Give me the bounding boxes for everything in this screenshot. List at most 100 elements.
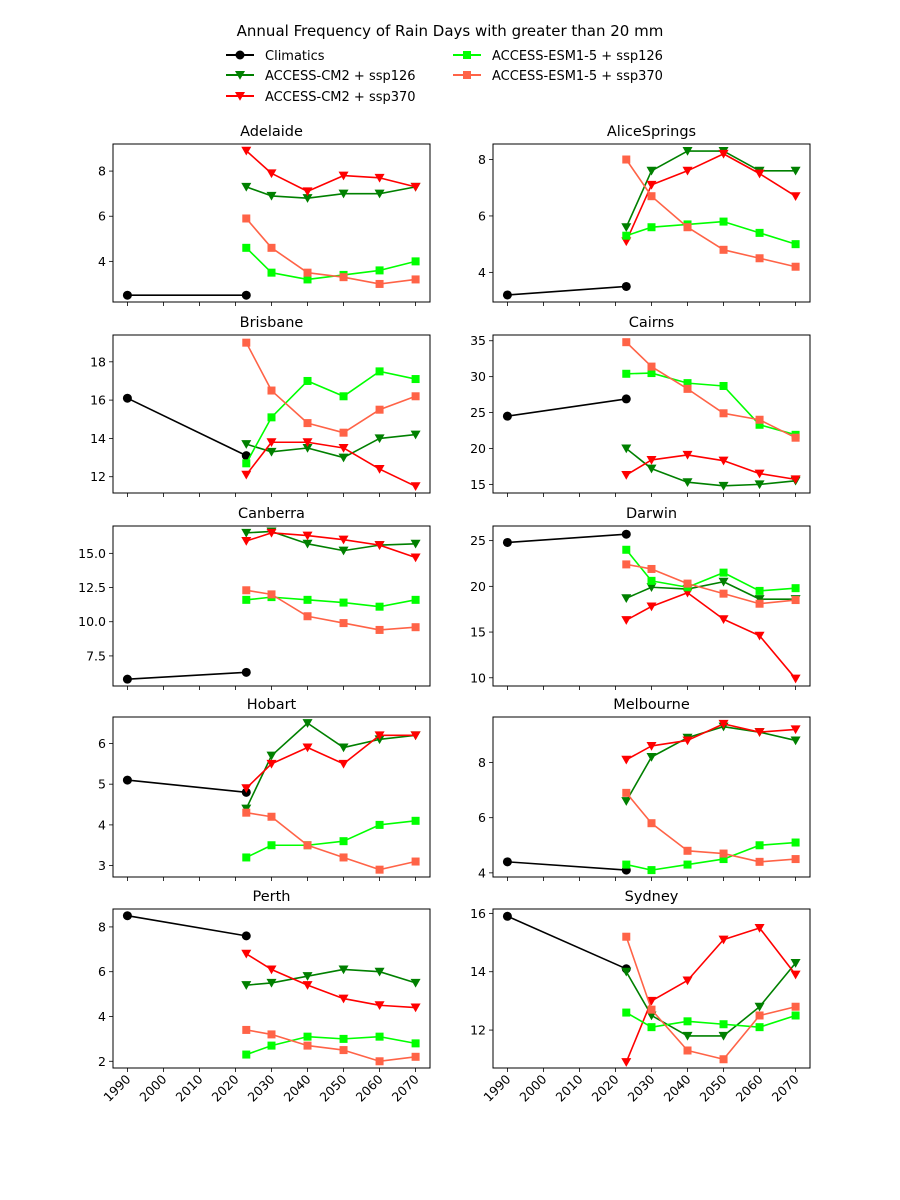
series-access-cm2-ssp126 <box>241 430 421 463</box>
data-point <box>375 279 384 288</box>
series-line <box>625 454 796 481</box>
series-line <box>625 591 797 680</box>
data-point <box>755 1011 764 1020</box>
data-point <box>122 674 132 684</box>
data-point <box>338 443 349 453</box>
legend-label: Climatics <box>265 49 325 64</box>
data-point <box>621 755 632 765</box>
series-line <box>127 397 247 457</box>
y-tick-label: 5 <box>98 777 106 792</box>
axes-frame <box>112 143 431 303</box>
series-access-cm2-ssp370 <box>621 149 801 247</box>
data-point <box>718 615 729 625</box>
data-point <box>683 384 692 393</box>
y-tick-label: 4 <box>478 265 486 280</box>
data-point <box>266 438 277 447</box>
data-point <box>242 595 251 604</box>
data-point <box>302 187 313 197</box>
data-point <box>267 812 276 821</box>
data-point <box>338 171 349 181</box>
series-line <box>626 372 796 436</box>
series-line <box>625 1011 796 1028</box>
data-point <box>755 1023 764 1032</box>
data-point <box>719 409 728 418</box>
axes-frame <box>492 525 811 687</box>
data-point <box>754 169 765 179</box>
panel-title: Melbourne <box>613 697 690 713</box>
data-point <box>621 281 631 291</box>
series-access-esm1-5-ssp370 <box>242 586 420 634</box>
data-point <box>375 865 384 874</box>
legend-label: ACCESS-ESM1-5 + ssp370 <box>492 69 663 84</box>
series-line <box>246 532 416 559</box>
data-point <box>621 471 632 480</box>
series-access-cm2-ssp370 <box>621 923 801 1067</box>
y-tick-label: 8 <box>98 164 106 179</box>
series-line <box>245 370 416 464</box>
series-access-cm2-ssp126 <box>621 958 801 1041</box>
data-point <box>790 736 801 746</box>
data-point <box>646 602 657 612</box>
data-point <box>682 1031 693 1041</box>
legend-entry-access-esm1-5-ssp126: ACCESS-ESM1-5 + ssp126 <box>453 49 663 64</box>
data-point <box>646 996 657 1006</box>
data-point <box>622 231 631 240</box>
data-point <box>375 625 384 634</box>
series-line <box>245 342 416 434</box>
series-access-cm2-ssp370 <box>621 588 801 684</box>
data-point <box>719 589 728 598</box>
data-point <box>266 978 277 988</box>
data-point <box>755 586 764 595</box>
data-point <box>683 1017 692 1026</box>
y-tick-label: 8 <box>478 755 486 770</box>
series-access-esm1-5-ssp370 <box>622 155 800 271</box>
data-point <box>754 923 765 933</box>
data-point <box>122 775 132 785</box>
series-access-esm1-5-ssp370 <box>622 338 800 442</box>
panel-brisbane: Brisbane 12 14 16 18 <box>90 315 431 497</box>
data-point <box>339 837 348 846</box>
axes-frame <box>492 334 811 494</box>
panel-adelaide: Adelaide 4 6 8 <box>98 124 431 306</box>
series-line <box>246 811 416 871</box>
data-point <box>411 1039 420 1048</box>
data-point <box>646 583 657 593</box>
data-point <box>682 976 693 986</box>
data-point <box>719 855 728 864</box>
panel-title: Cairns <box>629 315 675 331</box>
data-point <box>302 438 313 447</box>
data-point <box>267 1030 276 1039</box>
data-point <box>621 616 632 625</box>
data-point <box>755 415 764 424</box>
series-line <box>127 914 247 937</box>
data-point <box>719 849 728 858</box>
data-point <box>791 1002 800 1011</box>
y-tick-label: 6 <box>98 736 106 751</box>
series-line <box>625 580 796 600</box>
panel-title: Hobart <box>247 697 297 713</box>
y-tick-label: 25 <box>470 405 486 420</box>
y-tick-label: 2 <box>98 1054 106 1069</box>
series-access-esm1-5-ssp126 <box>622 838 800 875</box>
data-point <box>410 539 421 549</box>
y-tick-label: 10.0 <box>78 614 106 629</box>
y-tick-label: 15.0 <box>78 546 106 561</box>
data-point <box>339 428 348 437</box>
series-access-cm2-ssp126 <box>241 182 421 203</box>
data-point <box>375 367 384 376</box>
data-point <box>267 413 276 422</box>
data-point <box>755 254 764 263</box>
data-point <box>621 1058 632 1067</box>
data-point <box>267 590 276 599</box>
legend-marker-square <box>463 71 471 79</box>
legend-entry-access-cm2-ssp370: ACCESS-CM2 + ssp370 <box>226 90 416 105</box>
y-tick-label: 25 <box>470 533 486 548</box>
series-access-esm1-5-ssp370 <box>622 932 800 1064</box>
data-point <box>790 958 801 968</box>
data-point <box>122 290 132 300</box>
data-point <box>241 949 252 959</box>
data-point <box>375 1032 384 1041</box>
data-point <box>646 741 657 751</box>
data-point <box>411 275 420 284</box>
axes-frame <box>112 334 431 494</box>
